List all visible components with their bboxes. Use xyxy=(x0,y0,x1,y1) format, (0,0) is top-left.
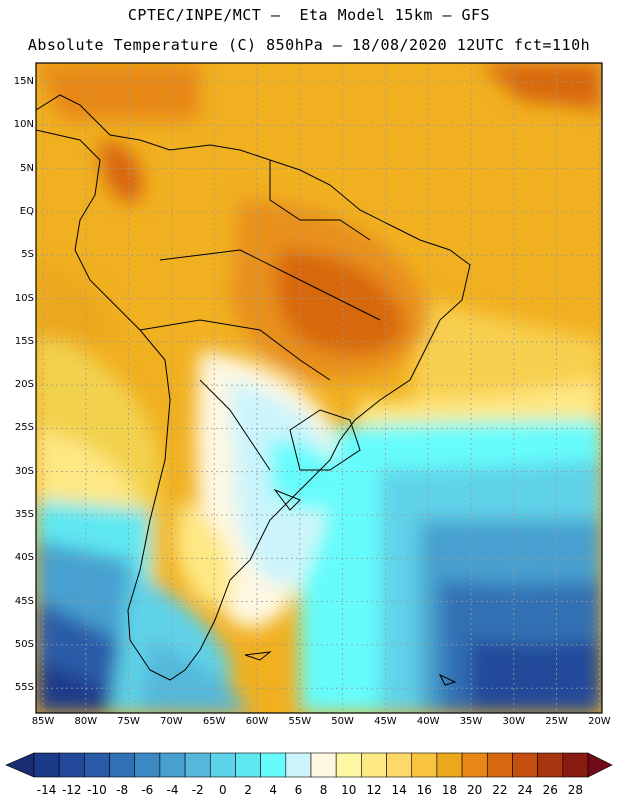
title-line-1: CPTEC/INPE/MCT — Eta Model 15km — GFS xyxy=(127,6,491,24)
colorbar-swatch xyxy=(512,752,538,778)
longitude-label: 40W xyxy=(416,716,440,727)
colorbar-swatch xyxy=(310,752,337,778)
colorbar-swatch xyxy=(361,752,387,778)
colorbar-tick-label: -10 xyxy=(87,783,107,797)
latitude-label: 5S xyxy=(21,249,34,261)
colorbar-tick-label: 26 xyxy=(542,783,558,797)
colorbar-tick-label: 14 xyxy=(391,783,407,797)
colorbar-tick-label: 12 xyxy=(366,783,382,797)
colorbar-tick-label: 6 xyxy=(294,783,303,797)
colorbar-swatch xyxy=(84,752,110,778)
colorbar-swatch xyxy=(461,752,488,778)
colorbar-swatch xyxy=(109,752,136,778)
longitude-label: 30W xyxy=(502,716,526,727)
colorbar-over-arrow xyxy=(587,752,613,778)
colorbar-tick-label: 2 xyxy=(244,783,252,797)
colorbar-swatch xyxy=(159,752,186,778)
longitude-label: 65W xyxy=(202,716,226,727)
colorbar-swatch xyxy=(486,752,513,778)
latitude-label: 55S xyxy=(14,682,34,694)
title-line-2: Absolute Temperature (C) 850hPa — 18/08/… xyxy=(27,36,591,54)
longitude-label: 85W xyxy=(31,716,55,727)
colorbar-swatch xyxy=(58,752,85,778)
temperature-field xyxy=(36,63,602,713)
colorbar-swatch xyxy=(386,752,413,778)
colorbar-tick-label: 18 xyxy=(441,783,458,797)
latitude-label: 25S xyxy=(14,422,34,434)
map-frame xyxy=(35,62,603,714)
colorbar-under-arrow xyxy=(5,752,35,778)
latitude-label: 30S xyxy=(14,465,34,477)
colorbar-swatch xyxy=(285,752,312,778)
longitude-label: 25W xyxy=(545,716,568,727)
colorbar-tick-label: 20 xyxy=(467,783,483,797)
longitude-label: 45W xyxy=(374,716,397,727)
colorbar-swatch xyxy=(436,752,463,778)
colorbar-swatch xyxy=(411,752,438,778)
colorbar-tick-label: -8 xyxy=(116,783,129,797)
longitude-label: 35W xyxy=(459,716,483,727)
longitude-label: 80W xyxy=(74,716,98,727)
colorbar-tick-label: -12 xyxy=(61,783,82,797)
colorbar-tick-label: 10 xyxy=(341,783,357,797)
colorbar-swatch xyxy=(562,752,589,778)
longitude-label: 20W xyxy=(588,716,611,727)
longitude-label: 60W xyxy=(245,716,269,727)
colorbar xyxy=(5,752,613,778)
colorbar-swatch xyxy=(537,752,564,778)
colorbar-tick-label: 24 xyxy=(517,783,533,797)
longitude-label: 70W xyxy=(160,716,183,727)
latitude-label: 50S xyxy=(14,638,34,650)
coastline-and-borders xyxy=(35,94,471,686)
colorbar-swatch xyxy=(33,752,60,778)
colorbar-tick-label: 28 xyxy=(567,783,584,797)
lat-lon-grid xyxy=(36,63,602,713)
latitude-label: 20S xyxy=(14,379,34,391)
colorbar-swatch xyxy=(209,752,236,778)
colorbar-swatch xyxy=(134,752,161,778)
colorbar-tick-label: -4 xyxy=(166,783,179,797)
latitude-label: 5N xyxy=(20,162,34,174)
latitude-label: 10N xyxy=(13,119,34,131)
colorbar-tick-label: 16 xyxy=(416,783,432,797)
latitude-label: 40S xyxy=(14,552,34,564)
latitude-label: 45S xyxy=(14,595,34,607)
latitude-label: EQ xyxy=(19,205,34,217)
latitude-label: 10S xyxy=(14,292,34,304)
colorbar-swatch xyxy=(335,752,362,778)
colorbar-tick-label: 8 xyxy=(319,783,328,797)
latitude-label: 15S xyxy=(14,335,34,347)
colorbar-swatch xyxy=(260,752,287,778)
colorbar-tick-label: -2 xyxy=(191,783,204,797)
colorbar-tick-label: 0 xyxy=(219,783,227,797)
colorbar-swatch xyxy=(184,752,211,778)
longitude-label: 75W xyxy=(117,716,140,727)
colorbar-tick-label: 4 xyxy=(269,783,278,797)
longitude-label: 50W xyxy=(331,716,354,727)
colorbar-swatch xyxy=(235,752,261,778)
colorbar-tick-label: -6 xyxy=(141,783,154,797)
latitude-label: 15N xyxy=(13,76,34,87)
colorbar-tick-label: -14 xyxy=(36,783,57,797)
colorbar-tick-label: 22 xyxy=(492,783,508,797)
longitude-label: 55W xyxy=(288,716,312,727)
latitude-label: 35S xyxy=(14,509,34,520)
